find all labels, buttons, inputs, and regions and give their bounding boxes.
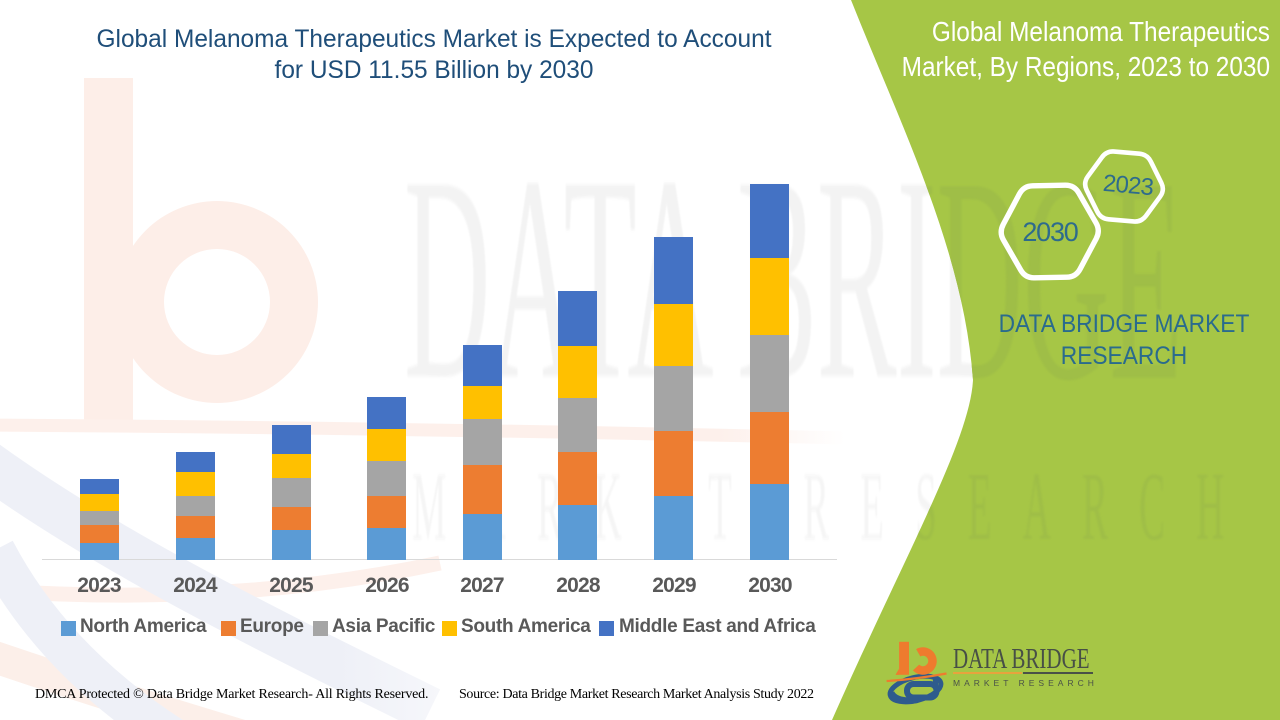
svg-text:MARKET RESEARCH: MARKET RESEARCH (412, 453, 1255, 561)
